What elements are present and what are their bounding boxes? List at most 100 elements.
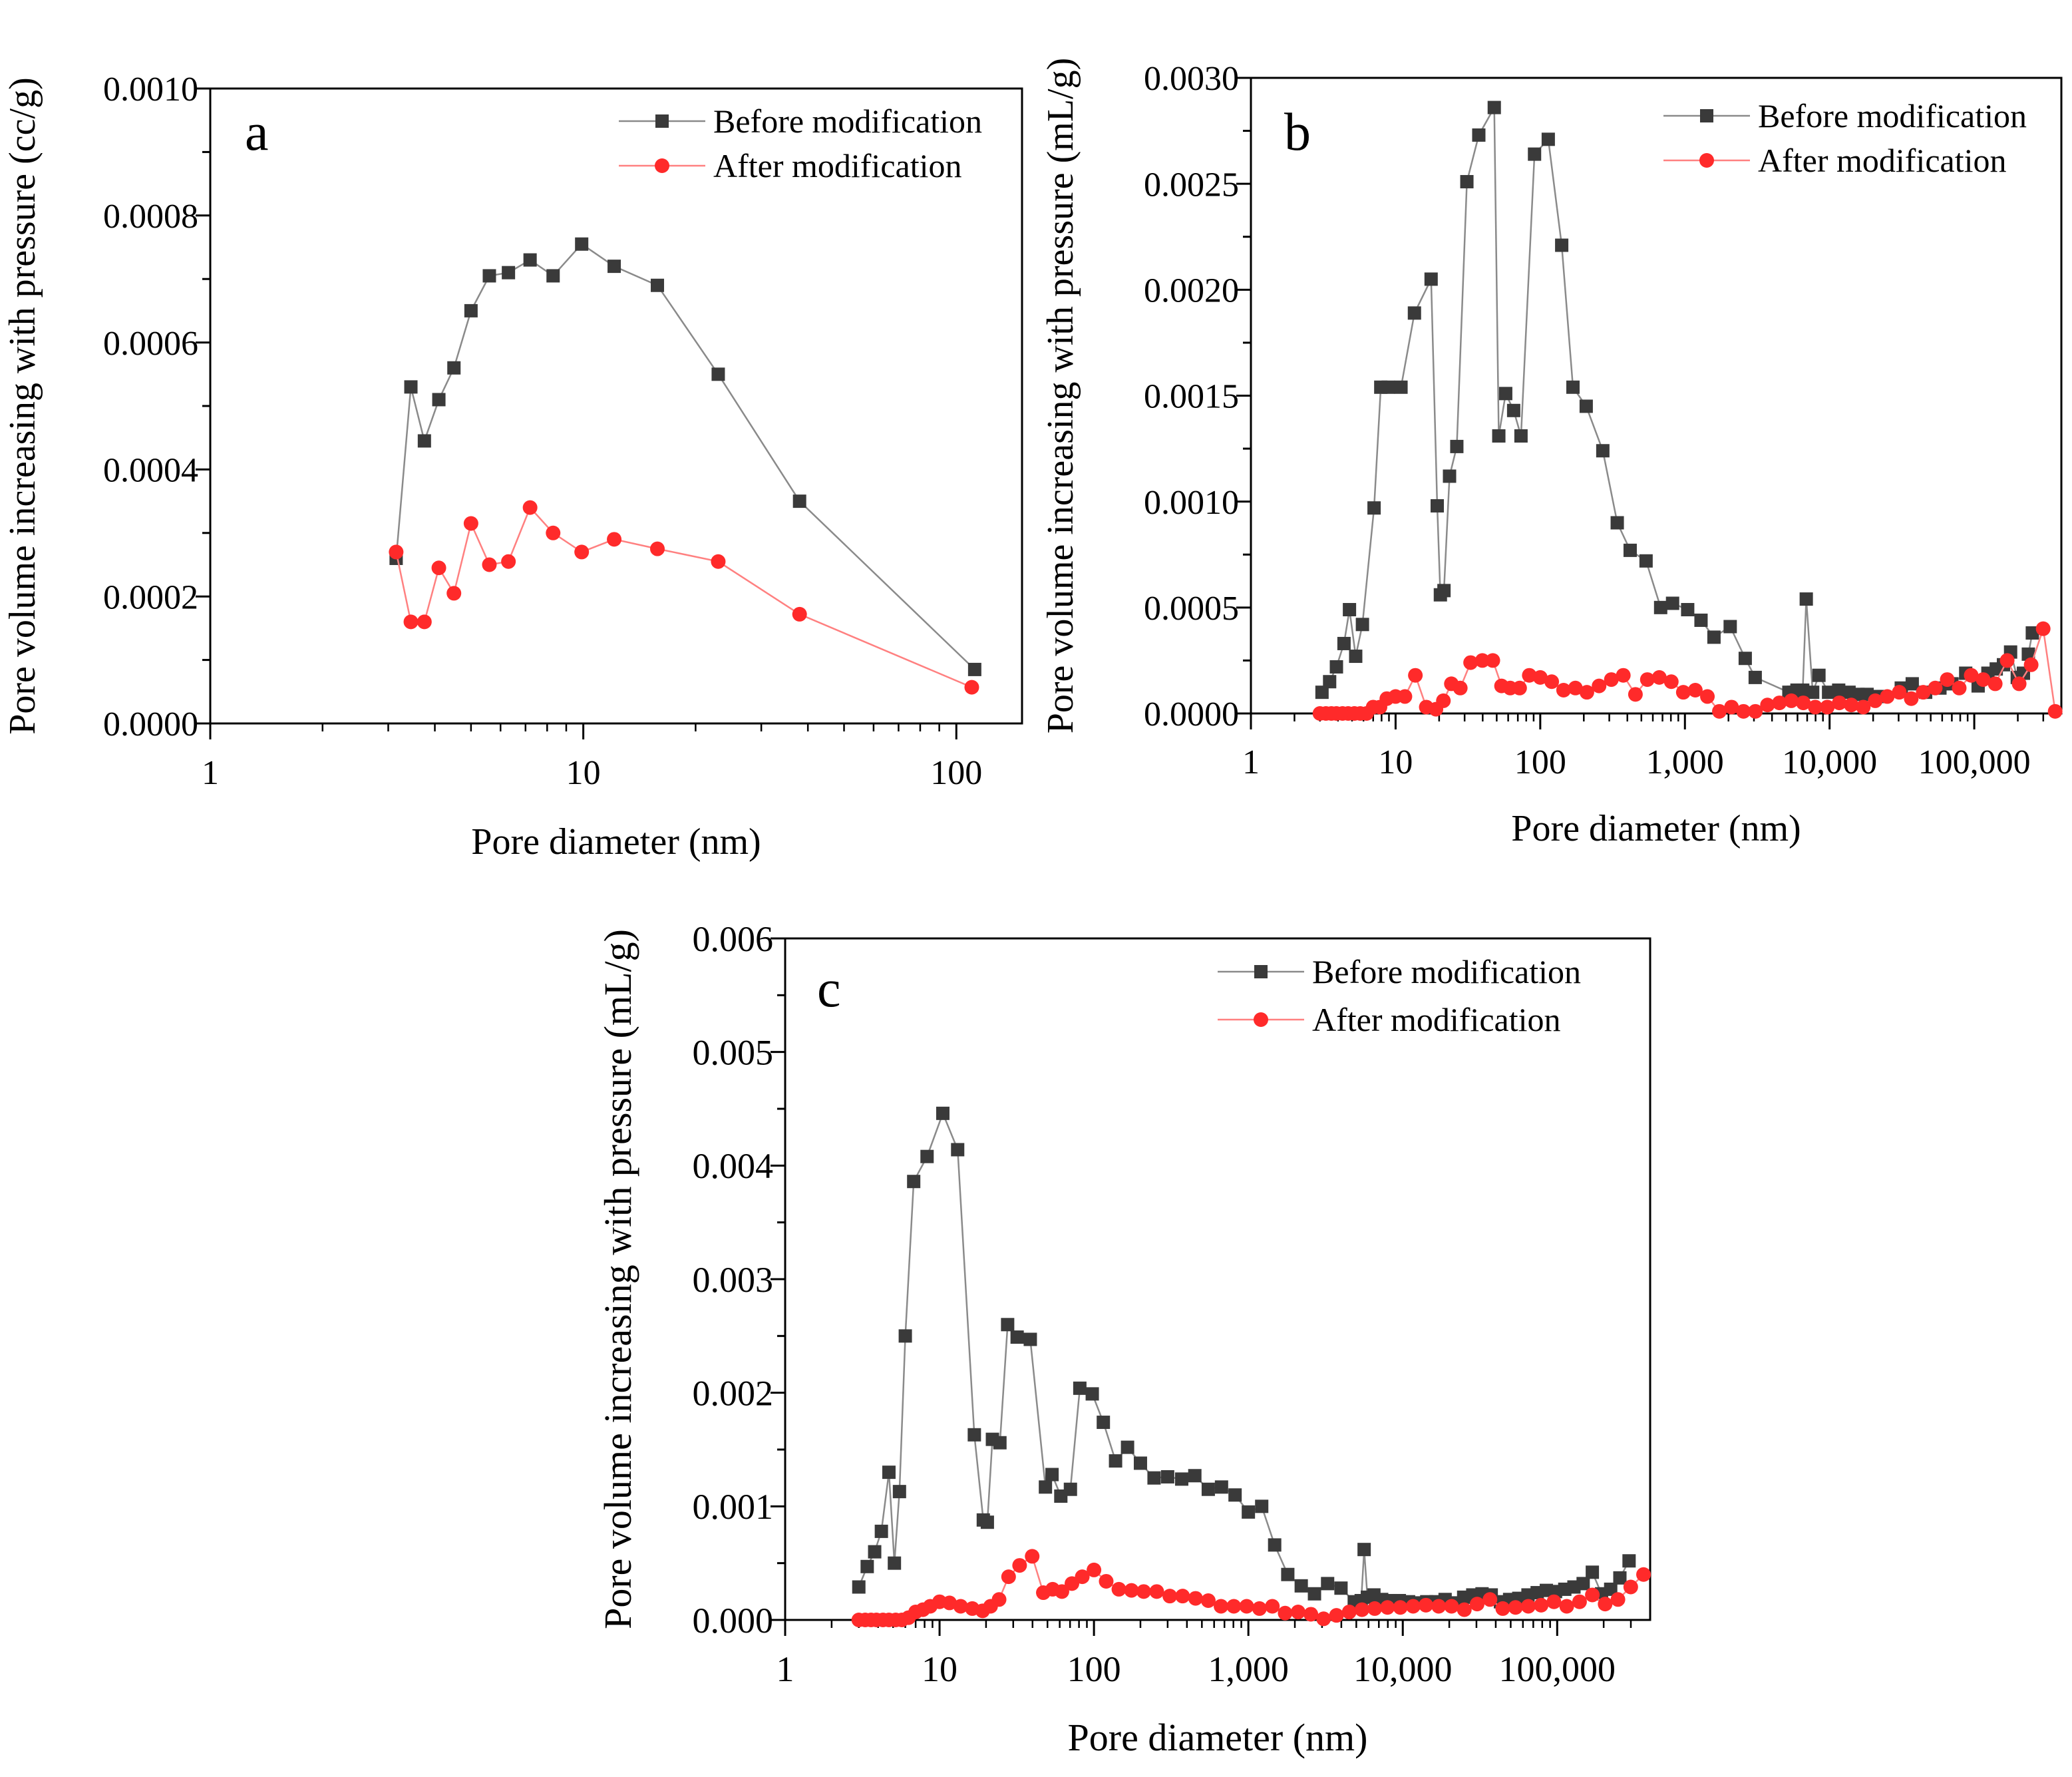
data-point (1687, 682, 1703, 697)
data-point (2025, 626, 2039, 640)
data-point (482, 557, 497, 572)
data-point (1450, 439, 1464, 453)
data-point (446, 586, 462, 601)
data-point (1214, 1480, 1228, 1494)
data-point (463, 516, 478, 531)
data-point (1604, 1582, 1618, 1596)
data-point (1460, 174, 1474, 188)
data-point (1916, 685, 1931, 700)
legend-label: After modification (1758, 142, 2007, 179)
data-point (1474, 653, 1490, 668)
data-point (1087, 1562, 1102, 1577)
data-point (574, 544, 590, 560)
data-point (417, 614, 432, 630)
data-point (1707, 630, 1721, 644)
data-point (1303, 1607, 1319, 1622)
y-tick-label: 0.000 (693, 1601, 774, 1641)
data-point (1226, 1599, 1242, 1614)
data-point (432, 393, 446, 407)
data-point (888, 1556, 902, 1570)
data-point (1321, 1577, 1335, 1591)
data-point (711, 367, 725, 381)
data-point (1738, 652, 1752, 666)
data-point (1723, 620, 1737, 634)
data-point (1546, 1594, 1562, 1609)
panel-label: a (245, 103, 269, 162)
y-tick-label: 0.002 (693, 1374, 774, 1414)
data-point (1349, 650, 1363, 664)
data-point (1820, 699, 1835, 715)
y-tick-label: 0.003 (693, 1260, 774, 1300)
data-point (967, 1428, 981, 1442)
data-point (1242, 1505, 1256, 1519)
data-point (1380, 1600, 1395, 1615)
data-point (1663, 674, 1679, 690)
data-point (882, 1466, 896, 1480)
data-point (792, 606, 807, 622)
data-point (1694, 613, 1708, 627)
x-tick-label: 1,000 (1208, 1649, 1289, 1689)
data-point (1772, 695, 1787, 711)
y-tick-label: 0.0010 (1144, 484, 1239, 522)
data-point (1323, 675, 1337, 689)
data-point (607, 532, 622, 547)
data-point (1640, 672, 1655, 688)
data-point (1397, 689, 1413, 704)
x-axis-label: Pore diameter (nm) (1511, 808, 1801, 849)
chart-panel-a: 0.0000 0.0002 0.0004 0.0006 0.0008 0.0010 1 10 1… (2, 71, 1023, 863)
data-point (1039, 1480, 1053, 1494)
data-point (1532, 670, 1548, 685)
data-point (1200, 1593, 1216, 1608)
data-point (1147, 1471, 1161, 1485)
data-point (389, 544, 404, 560)
data-point (964, 680, 979, 695)
data-point (1586, 1565, 1600, 1579)
data-point (1294, 1579, 1308, 1593)
data-point (1812, 668, 1826, 682)
data-point (1472, 128, 1486, 142)
y-tick-label: 0.0002 (103, 578, 198, 616)
data-point (1987, 676, 2003, 691)
data-point (1522, 668, 1537, 683)
data-point (651, 278, 665, 292)
data-point (1534, 1597, 1549, 1613)
data-point (1408, 668, 1423, 683)
data-point (1964, 668, 1979, 683)
data-point (1622, 1554, 1636, 1568)
data-point (1453, 680, 1468, 695)
legend-label: After modification (1312, 1001, 1561, 1038)
data-point (860, 1559, 874, 1573)
y-axis-label: Pore volume increasing with pressure (mL… (596, 929, 639, 1629)
data-point (792, 494, 806, 508)
data-point (1952, 680, 1967, 695)
data-point (1430, 499, 1444, 513)
x-tick-label: 10 (1378, 743, 1413, 781)
data-point (1541, 132, 1555, 146)
data-point (1162, 1589, 1178, 1604)
legend-marker (1254, 1012, 1268, 1027)
data-point (1639, 554, 1653, 568)
series-after (851, 1549, 1651, 1627)
data-point (991, 1592, 1007, 1607)
data-point (1437, 584, 1451, 598)
data-point (1099, 1573, 1114, 1589)
data-point (1579, 399, 1593, 413)
data-point (1357, 1543, 1371, 1557)
data-point (1822, 686, 1836, 699)
data-point (1001, 1569, 1016, 1585)
data-point (403, 614, 419, 630)
series-line (395, 506, 972, 688)
data-point (1343, 603, 1357, 617)
data-point (1576, 1577, 1590, 1591)
data-point (920, 1149, 934, 1163)
data-point (1329, 1608, 1344, 1623)
y-tick-label: 0.0015 (1144, 378, 1239, 416)
data-point (711, 554, 726, 569)
x-tick-label: 10,000 (1782, 743, 1877, 781)
data-point (1724, 699, 1739, 715)
data-point (1544, 674, 1560, 690)
data-point (1559, 1599, 1574, 1614)
data-point (1111, 1581, 1126, 1597)
data-point (522, 500, 538, 515)
data-point (1598, 1597, 1613, 1612)
